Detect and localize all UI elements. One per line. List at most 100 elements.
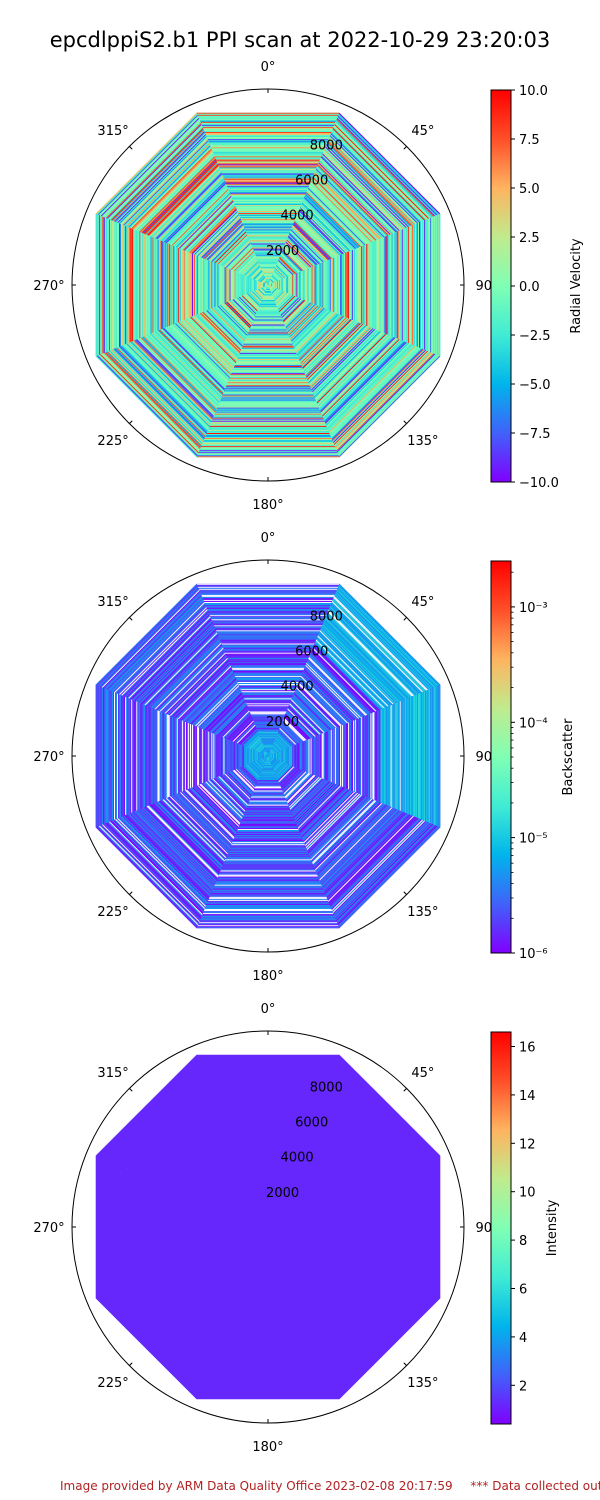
range-gate [292,309,328,345]
range-gate [324,732,326,780]
range-gate [270,278,275,283]
range-gate [183,250,185,320]
range-gate [231,372,305,374]
range-gate [206,903,330,904]
range-gate [128,145,211,228]
range-gate [170,324,229,383]
range-gate [210,894,326,896]
range-gate [415,694,416,818]
range-gate [242,766,258,782]
range-gate [334,822,430,918]
range-gate [231,666,305,668]
range-gate [321,625,399,703]
range-gate [198,116,338,118]
range-gate [147,635,219,707]
range-gate [243,260,259,276]
range-gate [311,650,374,713]
range-gate [294,220,333,259]
range-gate [402,228,404,342]
range-gate [121,345,208,432]
range-gate [138,155,215,232]
range-gate [246,232,290,234]
range-gate [276,263,290,277]
range-gate [421,692,423,820]
range-gate [294,782,332,820]
range-gate [395,231,397,339]
range-gate [211,779,245,813]
range-gate [289,703,321,735]
range-gate [288,276,290,294]
range-gate [220,398,316,400]
range-gate [357,718,359,794]
range-gate [435,686,437,826]
range-gate [337,587,437,687]
range-gate [235,676,301,678]
range-gate [271,288,278,295]
range-gate [227,187,309,189]
range-gate [258,281,260,289]
range-gate [245,808,291,810]
range-gate [232,841,304,843]
range-gate [147,706,149,806]
range-gate [205,259,207,311]
range-gate [138,338,215,415]
range-gate [259,776,277,778]
range-gate [178,719,180,793]
range-gate [224,773,251,800]
range-gate [387,235,389,335]
range-gate [263,274,273,276]
range-gate [111,349,204,442]
range-gate [116,222,118,348]
range-gate [249,712,287,714]
range-gate [136,624,214,702]
range-gate [159,240,161,330]
range-gate [219,639,317,641]
range-gate [144,704,146,808]
range-gate [129,698,131,814]
range-gate [252,717,284,719]
range-gate [253,270,263,280]
range-gate [164,181,226,243]
range-gate [106,822,202,918]
range-gate [182,790,234,842]
range-gate [239,823,297,825]
range-gate [96,826,198,928]
range-gate [329,730,331,782]
range-gate [323,811,403,891]
range-gate [380,709,382,803]
range-gate [328,816,416,904]
range-gate [234,366,302,368]
range-gate [172,660,229,717]
range-gate [293,310,330,347]
range-gate [304,321,357,374]
range-gate [198,922,338,924]
range-gate [224,179,312,181]
range-gate [286,303,314,331]
range-gate [331,348,422,439]
range-gate [174,717,176,795]
range-gate [232,840,304,842]
range-gate [397,230,399,340]
range-gate [299,678,346,725]
range-gate [241,274,243,296]
range-gate [381,237,383,333]
range-gate [218,264,220,306]
range-gate [272,753,274,759]
range-gate [260,265,276,267]
range-gate [196,456,340,458]
range-gate [113,130,205,222]
range-gate [181,720,183,792]
range-gate [278,766,295,783]
range-gate [127,342,211,426]
range-gate [312,648,376,712]
range-gate [337,354,437,454]
range-gate [276,293,291,308]
range-gate [327,815,413,901]
range-gate [166,654,227,715]
range-gate [219,871,317,873]
range-gate [212,418,324,420]
range-gate [123,695,125,817]
range-gate [338,584,440,686]
range-gate [285,302,311,328]
range-gate [262,767,274,769]
